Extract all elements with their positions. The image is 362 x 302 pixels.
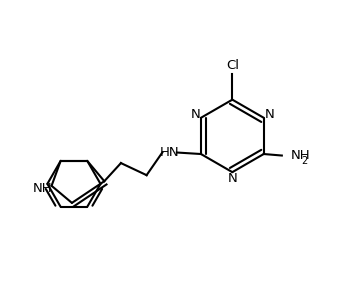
Text: NH: NH: [291, 149, 311, 162]
Text: NH: NH: [33, 182, 53, 195]
Text: 2: 2: [301, 156, 307, 166]
Text: N: N: [190, 108, 200, 121]
Text: Cl: Cl: [226, 59, 239, 72]
Text: HN: HN: [159, 146, 179, 159]
Text: N: N: [227, 172, 237, 185]
Text: N: N: [265, 108, 274, 121]
